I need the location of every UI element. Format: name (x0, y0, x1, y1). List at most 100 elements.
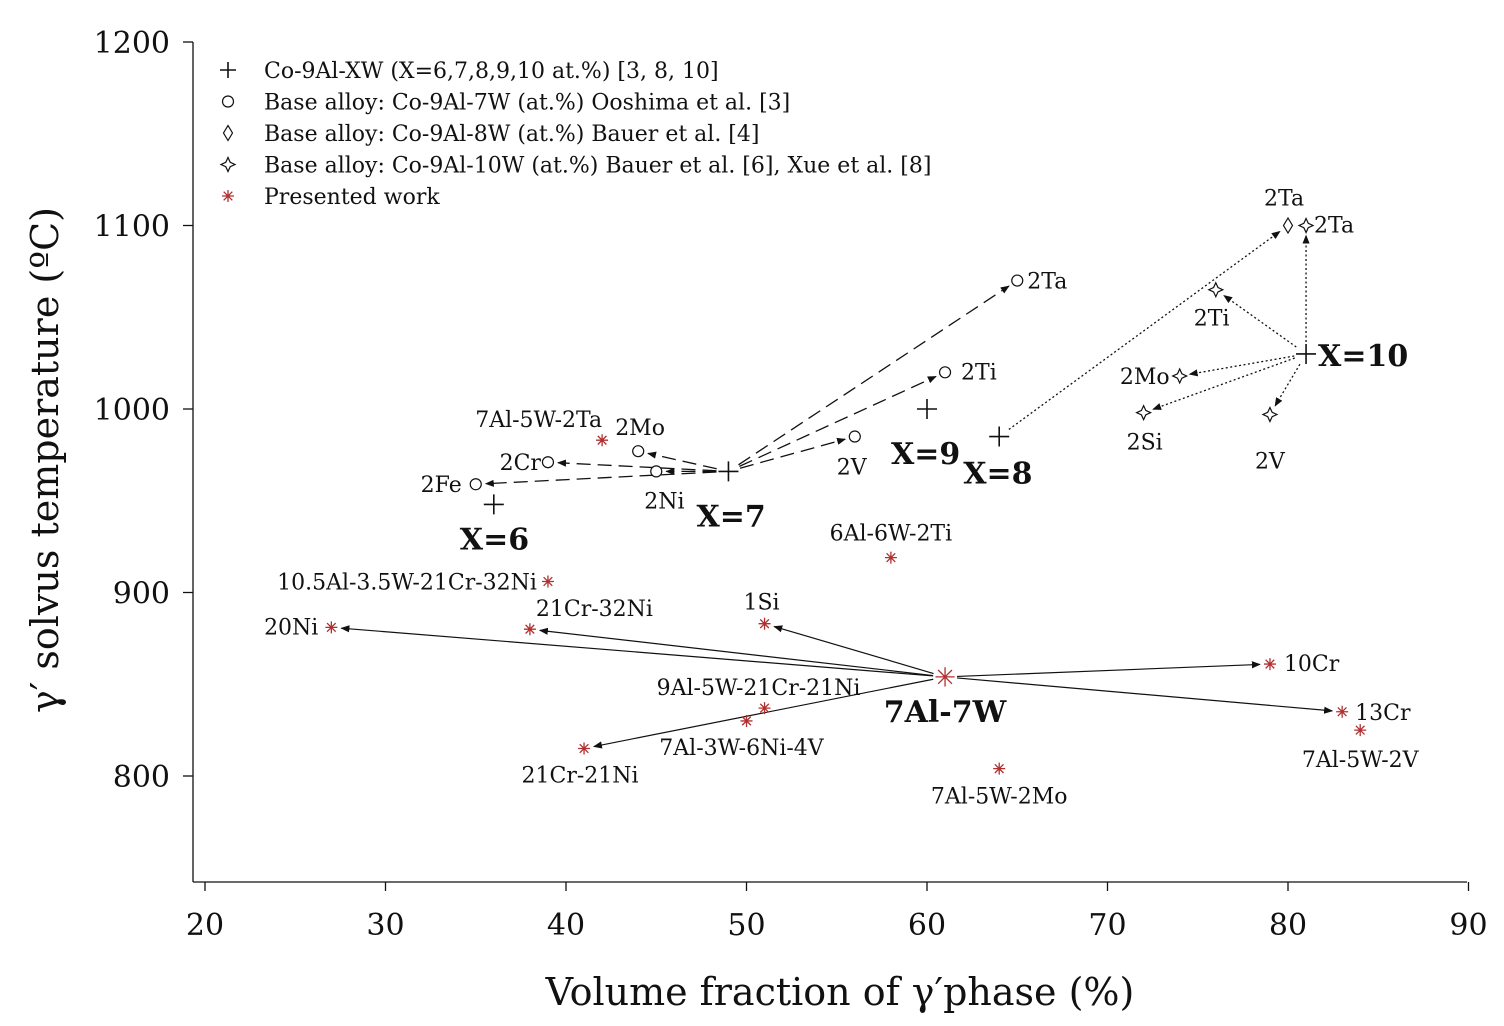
asterisk-marker (758, 617, 771, 630)
arrow (1274, 363, 1301, 407)
point-label: 2Ta (1027, 270, 1067, 295)
circle-marker (1011, 274, 1024, 287)
x-tick-label: 40 (547, 908, 585, 943)
star-marker (1171, 367, 1189, 385)
arrow (739, 437, 847, 469)
arrow (956, 677, 1334, 714)
arrow (592, 678, 934, 749)
arrow (647, 451, 717, 470)
star-marker (1207, 281, 1225, 299)
point-label: X=6 (460, 522, 529, 557)
point-label: 20Ni (264, 615, 318, 640)
legend-item: Base alloy: Co-9Al-10W (at.%) Bauer et a… (219, 154, 931, 179)
point-label: 7Al-3W-6Ni-4V (659, 736, 825, 761)
asterisk-marker (1336, 705, 1349, 718)
point-label: 2V (1255, 450, 1286, 475)
point-label: 2Si (1127, 431, 1163, 456)
arrow (738, 285, 1010, 466)
arrow (557, 459, 717, 472)
plus-marker (483, 494, 504, 515)
legend-item: Co-9Al-XW (X=6,7,8,9,10 at.%) [3, 8, 10] (220, 59, 719, 84)
legend-label: Presented work (264, 185, 440, 210)
asterisk-marker (1263, 658, 1276, 671)
arrow (340, 625, 934, 677)
legend-label: Base alloy: Co-9Al-7W (at.%) Ooshima et … (264, 91, 790, 116)
legend: Co-9Al-XW (X=6,7,8,9,10 at.%) [3, 8, 10]… (219, 59, 931, 210)
y-tick-label: 1200 (94, 26, 170, 61)
x-tick-label: 50 (727, 908, 765, 943)
x-tick-label: 60 (908, 908, 946, 943)
legend-item: Base alloy: Co-9Al-8W (at.%) Bauer et al… (222, 122, 759, 147)
star-marker (1135, 404, 1153, 422)
point-label: 2Ti (1194, 307, 1230, 332)
arrow (957, 661, 1261, 678)
point-label: 7Al-7W (884, 695, 1008, 730)
circle-marker (650, 465, 663, 478)
asterisk-marker (740, 714, 753, 727)
diamond-marker (222, 124, 234, 142)
circle-marker (221, 95, 235, 108)
point-label: 7Al-5W-2Ta (475, 408, 602, 433)
point-label: 10.5Al-3.5W-21Cr-32Ni (277, 570, 537, 595)
y-tick-label: 800 (113, 760, 170, 795)
y-tick-label: 1100 (94, 210, 170, 245)
diamond-marker (1282, 216, 1294, 235)
asterisk-marker (1354, 724, 1367, 737)
plus-marker (220, 62, 236, 78)
asterisk-marker (541, 575, 554, 588)
star-marker (1297, 217, 1315, 234)
y-tick-label: 900 (113, 577, 170, 612)
asterisk-marker (578, 742, 591, 755)
asterisk-marker (993, 762, 1006, 775)
point-label: 21Cr-21Ni (522, 763, 639, 788)
star-marker (1261, 406, 1279, 423)
plus-marker (917, 399, 937, 419)
data-markers (325, 216, 1367, 775)
plus-marker (989, 426, 1010, 447)
asterisk-marker (222, 190, 234, 202)
x-axis-ticks: 20 30 40 50 60 70 80 90 (186, 882, 1488, 943)
point-label: 9Al-5W-21Cr-21Ni (657, 676, 861, 701)
point-label: 2Ta (1264, 187, 1304, 212)
point-label: 21Cr-32Ni (536, 597, 653, 622)
point-label: 1Si (743, 591, 779, 616)
point-label: 2V (837, 456, 868, 481)
asterisk-marker (758, 702, 771, 715)
arrow (1008, 230, 1281, 430)
arrow (773, 625, 934, 675)
plus-marker (1296, 343, 1317, 364)
y-axis-ticks: 800 900 1000 1100 1200 (94, 26, 193, 795)
circle-marker (938, 366, 952, 379)
asterisk-marker (884, 551, 897, 564)
x-tick-label: 90 (1449, 908, 1487, 943)
x-tick-label: 80 (1269, 908, 1307, 943)
arrow (739, 375, 937, 467)
arrow (1223, 294, 1297, 348)
arrow (484, 471, 717, 487)
point-label: 7Al-5W-2V (1302, 748, 1420, 773)
legend-label: Base alloy: Co-9Al-10W (at.%) Bauer et a… (264, 154, 931, 179)
point-label: 2Ta (1314, 214, 1354, 239)
circle-marker (541, 456, 555, 469)
point-label: X=7 (696, 499, 765, 534)
point-label: X=8 (963, 457, 1032, 492)
point-label: 7Al-5W-2Mo (931, 785, 1068, 810)
asterisk-marker (325, 621, 338, 634)
asterisk-marker (523, 623, 536, 636)
legend-item: Presented work (222, 185, 440, 210)
asterisk-marker (935, 667, 955, 687)
point-label: 2Mo (615, 416, 665, 441)
point-label: 10Cr (1284, 652, 1340, 677)
circle-marker (632, 445, 645, 458)
point-label: 6Al-6W-2Ti (830, 522, 953, 547)
point-label: 2Cr (500, 451, 542, 476)
circle-marker (848, 430, 861, 443)
point-label: 2Mo (1120, 365, 1170, 390)
arrow (538, 627, 934, 677)
x-tick-label: 30 (366, 908, 404, 943)
arrow (1152, 357, 1295, 410)
legend-item: Base alloy: Co-9Al-7W (at.%) Ooshima et … (221, 91, 790, 116)
point-label: 2Ni (644, 489, 684, 514)
